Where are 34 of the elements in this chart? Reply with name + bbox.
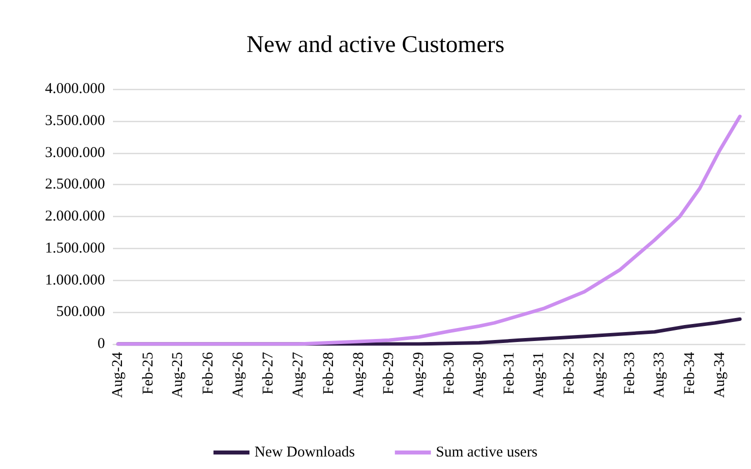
- x-tick-label: Aug-24: [110, 352, 126, 398]
- x-tick-label: Feb-33: [622, 352, 638, 394]
- chart-title: New and active Customers: [246, 32, 504, 58]
- x-tick-label: Aug-26: [230, 352, 246, 398]
- x-tick-label: Feb-29: [381, 352, 398, 394]
- x-tick-label: Aug-27: [290, 352, 307, 398]
- x-tick-label: Feb-32: [562, 352, 578, 394]
- x-tick-label: Aug-34: [712, 352, 728, 398]
- x-tick-label: Feb-30: [441, 352, 458, 394]
- x-tick-label: Feb-31: [501, 352, 518, 394]
- y-tick-label: 1.000.000: [45, 272, 105, 288]
- x-tick-label: Aug-25: [170, 352, 186, 398]
- line-series: [116, 114, 742, 346]
- x-tick-label: Aug-30: [471, 352, 488, 398]
- x-tick-label: Aug-31: [531, 352, 548, 398]
- y-tick-label: 4.000.000: [45, 81, 105, 97]
- x-tick-label: Feb-34: [682, 352, 698, 394]
- legend-label: Sum active users: [436, 444, 538, 460]
- x-tick-label: Aug-29: [410, 352, 427, 398]
- x-tick-label: Feb-25: [140, 352, 156, 394]
- x-tick-label: Feb-26: [200, 352, 217, 394]
- y-tick-label: 500.000: [56, 304, 105, 320]
- y-tick-label: 0: [98, 336, 105, 352]
- y-tick-label: 2.000.000: [45, 208, 105, 224]
- y-tick-label: 3.000.000: [45, 144, 105, 161]
- x-tick-label: Aug-33: [652, 352, 668, 398]
- legend-label: New Downloads: [254, 444, 356, 460]
- y-tick-label: 1.500.000: [45, 240, 105, 256]
- y-tick-label: 3.500.000: [45, 112, 105, 129]
- x-tick-label: Feb-28: [320, 352, 337, 394]
- y-tick-label: 2.500.000: [45, 176, 105, 193]
- x-tick-label: Aug-32: [592, 352, 608, 398]
- x-tick-label: Aug-28: [350, 352, 367, 398]
- x-tick-label: Feb-27: [260, 352, 277, 394]
